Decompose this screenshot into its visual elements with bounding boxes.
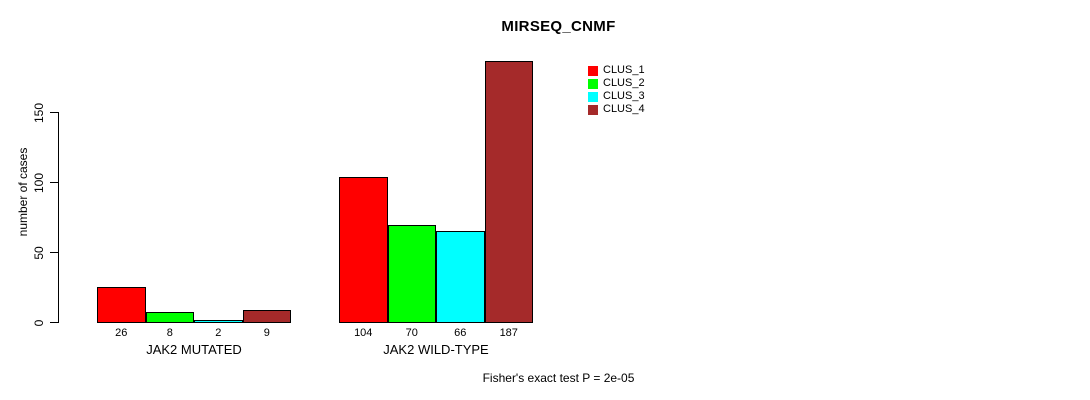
bar-value-label: 66 xyxy=(454,327,467,339)
bar-value-label: 26 xyxy=(115,327,128,339)
annotation-text: Fisher's exact test P = 2e-05 xyxy=(482,371,635,385)
legend-swatch xyxy=(588,78,598,89)
bar-value-label: 104 xyxy=(354,327,373,339)
bar-clus_3-group1 xyxy=(194,319,243,323)
legend-label: CLUS_4 xyxy=(603,103,645,115)
legend-item-clus_2: CLUS_2 xyxy=(588,77,645,90)
legend-label: CLUS_2 xyxy=(603,77,645,89)
y-axis-tick-label: 150 xyxy=(32,102,46,123)
bar-clus_4-group2 xyxy=(484,60,533,323)
category-label: JAK2 WILD-TYPE xyxy=(383,342,489,357)
y-axis-tick-label: 50 xyxy=(32,245,46,260)
bar-clus_2-group2 xyxy=(387,224,436,323)
bar-clus_3-group2 xyxy=(436,230,485,323)
y-axis-line xyxy=(58,112,59,323)
y-axis-tick xyxy=(50,252,58,253)
bar-clus_2-group1 xyxy=(145,311,194,323)
bar-value-label: 187 xyxy=(499,327,518,339)
category-label: JAK2 MUTATED xyxy=(146,342,242,357)
bar-clus_4-group1 xyxy=(242,309,291,323)
y-axis-tick xyxy=(50,182,58,183)
legend: CLUS_1 CLUS_2 CLUS_3 CLUS_4 xyxy=(588,64,645,116)
legend-swatch xyxy=(588,65,598,76)
legend-swatch xyxy=(588,91,598,102)
legend-swatch xyxy=(588,104,598,115)
legend-item-clus_1: CLUS_1 xyxy=(588,64,645,77)
bar-value-label: 9 xyxy=(263,327,270,339)
chart-title: MIRSEQ_CNMF xyxy=(501,18,616,35)
legend-label: CLUS_3 xyxy=(603,90,645,102)
y-axis-tick xyxy=(50,322,58,323)
bar-value-label: 8 xyxy=(166,327,173,339)
bar-value-label: 70 xyxy=(405,327,418,339)
y-axis-tick-label: 100 xyxy=(32,172,46,193)
legend-label: CLUS_1 xyxy=(603,64,645,76)
legend-item-clus_4: CLUS_4 xyxy=(588,103,645,116)
bar-value-label: 2 xyxy=(215,327,222,339)
bar-clus_1-group1 xyxy=(97,286,146,323)
y-axis-label: number of cases xyxy=(16,147,30,237)
bar-clus_1-group2 xyxy=(339,176,388,323)
legend-item-clus_3: CLUS_3 xyxy=(588,90,645,103)
y-axis-tick-label: 0 xyxy=(32,319,46,326)
y-axis-tick xyxy=(50,112,58,113)
